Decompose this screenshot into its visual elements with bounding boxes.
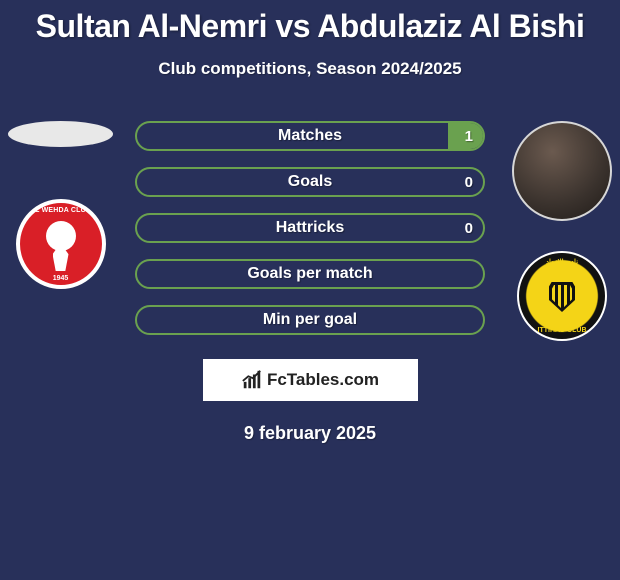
stat-label: Min per goal [137, 307, 483, 333]
right-club-badge-shield-icon [549, 282, 575, 312]
brand-chart-icon [241, 369, 263, 391]
stat-label: Hattricks [137, 215, 483, 241]
stats-area: AL WEHDA CLUB 1945 نادي الاتحاد ITTIHAD … [0, 121, 620, 335]
stat-row: Matches1 [135, 121, 485, 151]
brand-text: FcTables.com [267, 370, 379, 390]
stat-rows: Matches1Goals0Hattricks0Goals per matchM… [135, 121, 485, 335]
stat-label: Matches [137, 123, 483, 149]
right-club-badge: نادي الاتحاد ITTIHAD CLUB [517, 251, 607, 341]
right-player-column: نادي الاتحاد ITTIHAD CLUB [512, 121, 612, 341]
left-club-badge: AL WEHDA CLUB 1945 [16, 199, 106, 289]
left-player-placeholder [8, 121, 113, 147]
stat-value-right: 0 [465, 215, 473, 241]
right-player-photo [512, 121, 612, 221]
left-club-badge-year: 1945 [53, 275, 69, 282]
stat-value-right: 1 [465, 123, 473, 149]
stat-row: Goals0 [135, 167, 485, 197]
left-player-column: AL WEHDA CLUB 1945 [8, 121, 113, 289]
date-line: 9 february 2025 [0, 423, 620, 444]
brand-attribution: FcTables.com [203, 359, 418, 401]
subtitle: Club competitions, Season 2024/2025 [0, 59, 620, 79]
stat-row: Hattricks0 [135, 213, 485, 243]
left-club-badge-top-text: AL WEHDA CLUB [30, 207, 91, 214]
stat-label: Goals [137, 169, 483, 195]
stat-row: Goals per match [135, 259, 485, 289]
right-club-badge-ring-bottom: ITTIHAD CLUB [525, 327, 599, 334]
stat-value-right: 0 [465, 169, 473, 195]
stat-label: Goals per match [137, 261, 483, 287]
right-club-badge-ring-top: نادي الاتحاد [525, 258, 599, 266]
stat-row: Min per goal [135, 305, 485, 335]
page-title: Sultan Al-Nemri vs Abdulaziz Al Bishi [0, 0, 620, 45]
right-club-badge-inner [533, 267, 591, 325]
